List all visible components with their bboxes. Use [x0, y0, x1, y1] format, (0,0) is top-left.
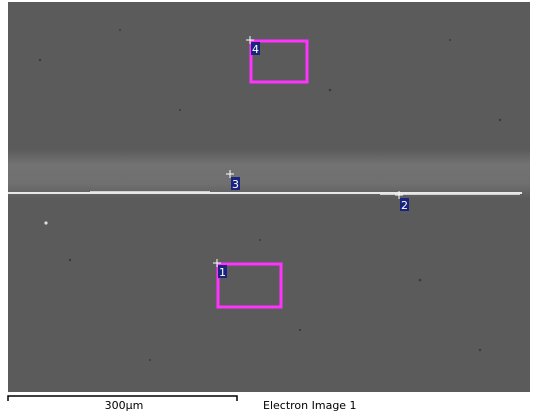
- marker-label: 1: [219, 266, 226, 279]
- marker: 2: [395, 191, 409, 212]
- marker: 4: [246, 36, 260, 56]
- marker-label: 3: [232, 178, 239, 191]
- scale-bar: 300µm: [7, 395, 238, 412]
- marker-label: 4: [252, 43, 259, 56]
- caption: Electron Image 1: [263, 399, 357, 412]
- scale-bar-label: 300µm: [105, 399, 144, 412]
- region-boxes: [216, 39, 309, 309]
- marker: 1: [213, 259, 227, 279]
- sem-image: [8, 2, 530, 392]
- marker: 3: [226, 170, 240, 191]
- marker-label: 2: [401, 199, 408, 212]
